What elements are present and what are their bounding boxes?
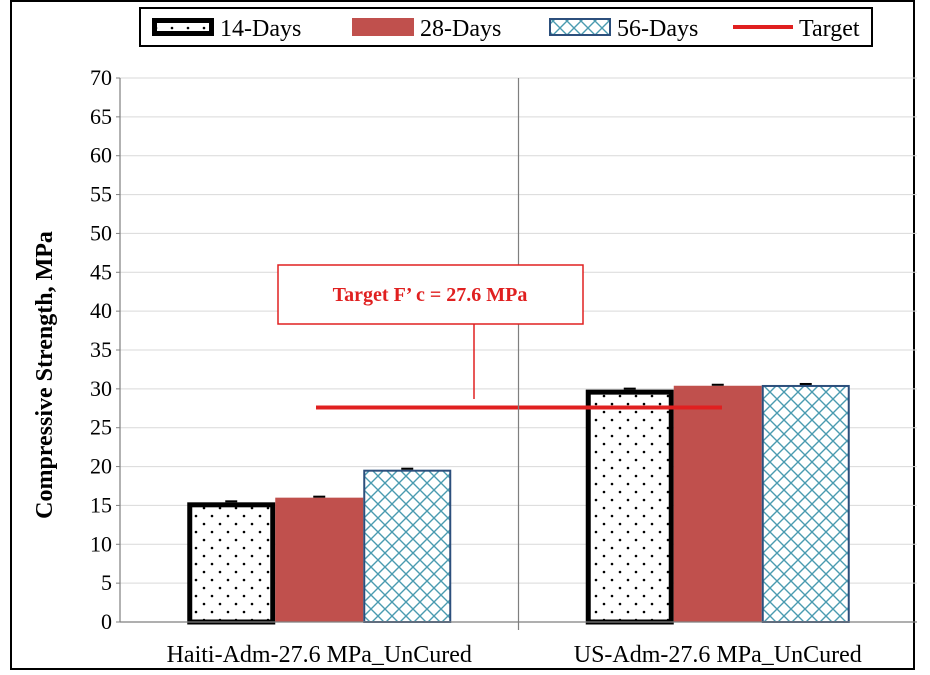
bars-group (187, 382, 850, 625)
legend-swatch-28-days (352, 18, 414, 36)
axes-group (116, 77, 917, 630)
legend-label-target: Target (799, 16, 860, 42)
y-tick-label: 35 (90, 337, 112, 362)
y-tick-label: 40 (90, 298, 112, 323)
y-tick-label: 5 (101, 570, 112, 595)
bar-28-days-2 (673, 385, 762, 623)
y-axis-label: Compressive Strength, MPa (32, 231, 58, 519)
bar-56-days-2 (761, 384, 850, 623)
legend-swatch-56-days (549, 18, 611, 36)
y-tick-label: 25 (90, 415, 112, 440)
chart-frame (10, 0, 915, 670)
annotation-text: Target F’ c = 27.6 MPa (333, 284, 528, 306)
x-category-label: US-Adm-27.6 MPa_UnCured (574, 642, 862, 668)
y-tick-label: 55 (90, 182, 112, 207)
y-tick-label: 20 (90, 454, 112, 479)
legend: 14-Days 28-Days 56-Days Target (139, 7, 873, 47)
x-category-label: Haiti-Adm-27.6 MPa_UnCured (167, 642, 472, 668)
y-tick-labels: 0 5 10 15 20 25 30 35 40 45 50 55 60 65 70 (90, 65, 112, 634)
y-tick-label: 50 (90, 220, 112, 245)
legend-label-56-days: 56-Days (617, 16, 698, 42)
y-tick-label: 60 (90, 143, 112, 168)
bar-14-days-2 (585, 389, 674, 625)
target-annotation: Target F’ c = 27.6 MPa (277, 264, 584, 399)
annotation-box (277, 264, 584, 325)
legend-swatch-14-days (152, 18, 214, 36)
y-tick-label: 70 (90, 65, 112, 90)
bar-56-days-1 (363, 469, 452, 623)
y-tick-label: 45 (90, 259, 112, 284)
y-tick-label: 10 (90, 531, 112, 556)
y-tick-label: 0 (101, 609, 112, 634)
legend-label-28-days: 28-Days (420, 16, 501, 42)
legend-label-14-days: 14-Days (220, 16, 301, 42)
y-tick-label: 30 (90, 376, 112, 401)
bar-14-days-1 (187, 502, 276, 625)
x-category-labels: Haiti-Adm-27.6 MPa_UnCured US-Adm-27.6 MP… (167, 642, 862, 668)
y-tick-label: 65 (90, 104, 112, 129)
bar-28-days-1 (275, 497, 364, 623)
y-tick-label: 15 (90, 492, 112, 517)
